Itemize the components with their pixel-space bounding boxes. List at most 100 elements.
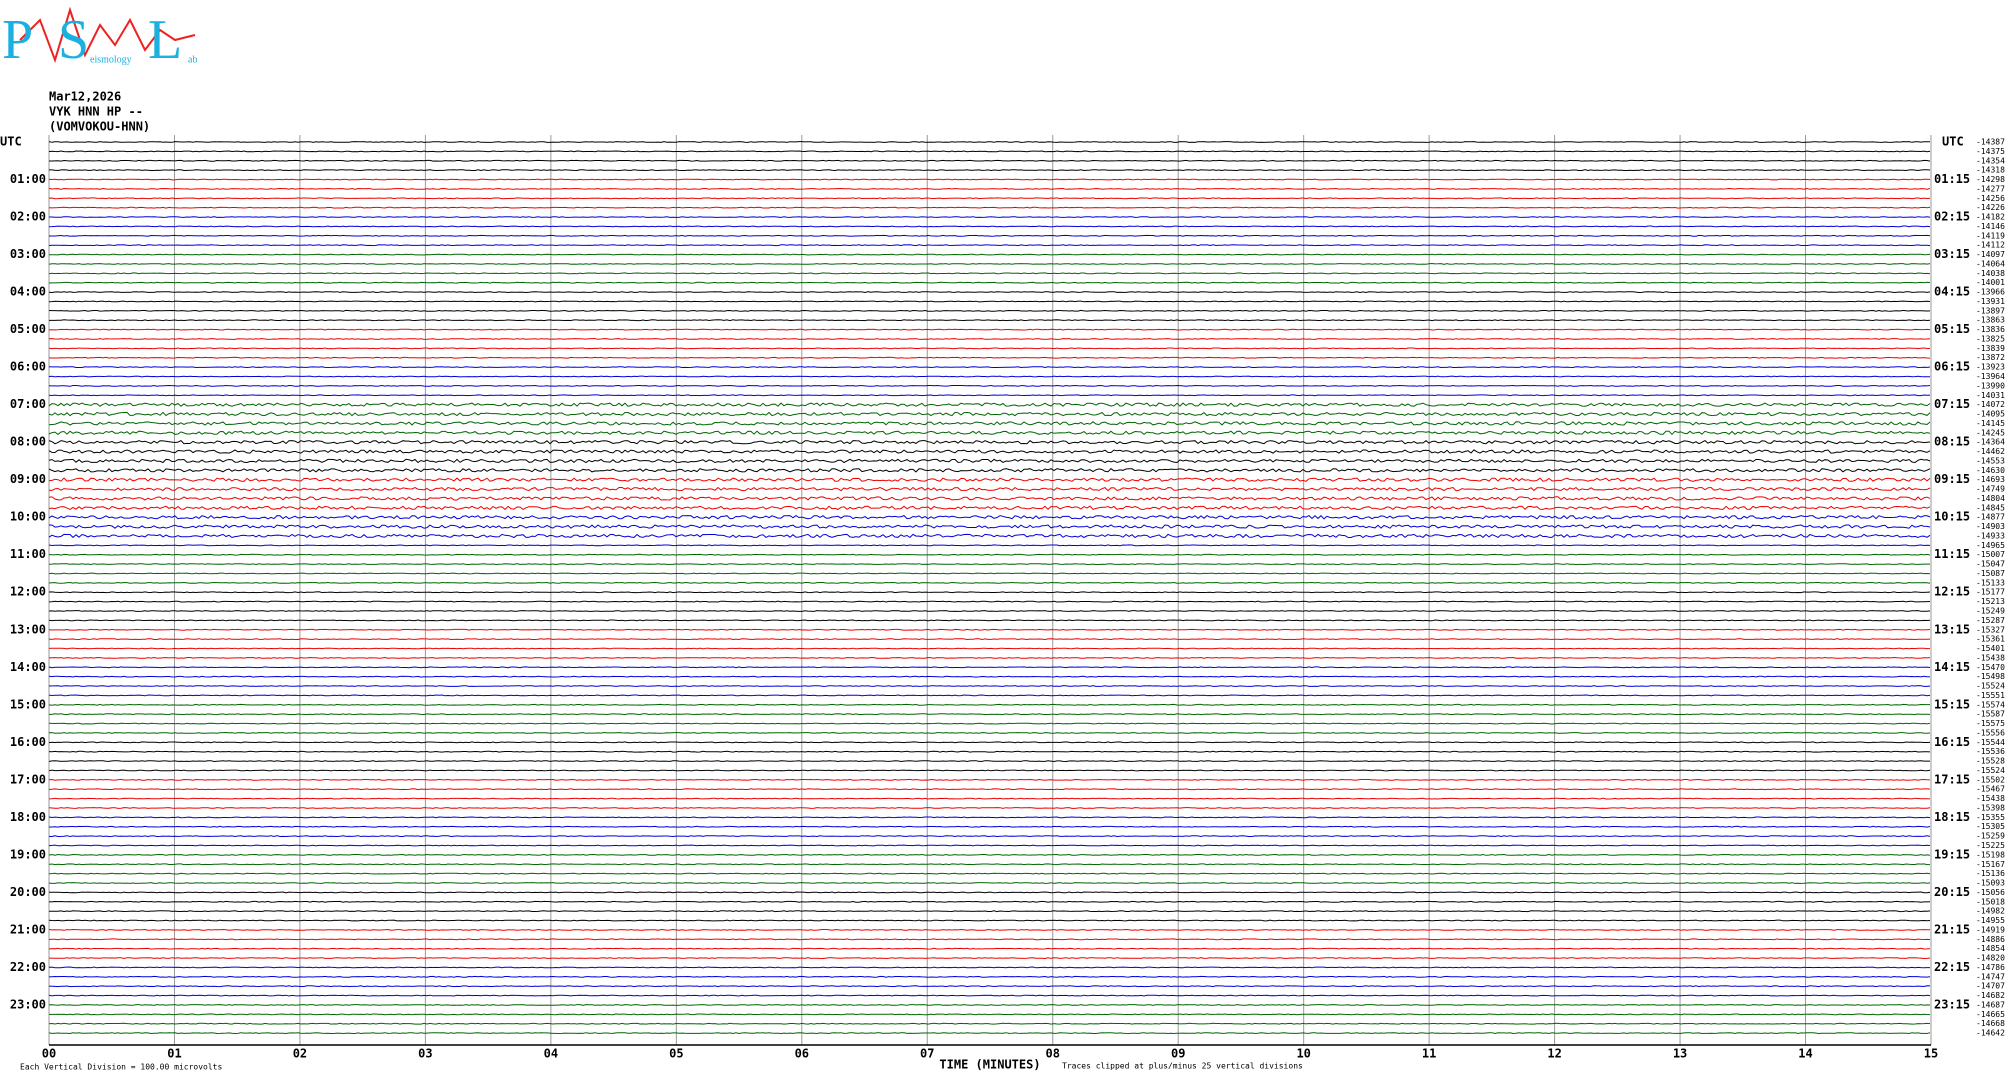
right-axis-title: UTC — [1942, 135, 1964, 149]
trace — [49, 253, 1931, 256]
trace — [48, 685, 1931, 687]
trace-offset: -15259 — [1976, 832, 2005, 841]
trace — [48, 666, 1931, 669]
trace-offset: -14820 — [1976, 954, 2005, 963]
trace — [48, 187, 1931, 190]
trace — [48, 281, 1931, 284]
left-hour-label: 08:00 — [10, 435, 46, 449]
trace-offset: -13836 — [1976, 325, 2005, 334]
trace — [49, 1013, 1931, 1016]
left-hour-label: 04:00 — [10, 285, 46, 299]
trace — [49, 486, 1931, 492]
trace-offset: -13863 — [1976, 316, 2005, 325]
trace — [48, 610, 1931, 612]
trace — [49, 169, 1931, 172]
x-tick-label: 06 — [795, 1047, 809, 1061]
right-hour-label: 10:15 — [1934, 510, 1970, 524]
trace-offset: -14277 — [1976, 184, 2005, 193]
trace-offset: -14354 — [1976, 156, 2005, 165]
trace — [48, 853, 1931, 856]
left-hour-label: 03:00 — [10, 247, 46, 261]
right-hour-label: 21:15 — [1934, 922, 1970, 936]
trace — [49, 957, 1931, 960]
trace — [48, 356, 1931, 359]
clip-note: Traces clipped at plus/minus 25 vertical… — [1062, 1062, 1303, 1071]
trace-offset: -15225 — [1976, 841, 2005, 850]
trace — [48, 638, 1931, 641]
x-tick-label: 04 — [544, 1047, 558, 1061]
trace — [48, 985, 1931, 988]
logo-text: ab — [188, 54, 197, 65]
trace-offset: -13897 — [1976, 306, 2005, 315]
trace — [48, 816, 1931, 819]
trace — [48, 591, 1931, 594]
left-hour-label: 20:00 — [10, 885, 46, 899]
trace-offset: -14642 — [1976, 1029, 2005, 1038]
trace-offset: -14786 — [1976, 963, 2005, 972]
trace — [48, 750, 1931, 753]
logo-wave — [19, 6, 196, 64]
trace-offset: -15502 — [1976, 775, 2005, 784]
left-hour-label: 21:00 — [10, 922, 46, 936]
left-axis-title: UTC — [0, 135, 22, 149]
trace-offset: -14630 — [1976, 466, 2005, 475]
trace-offset: -13964 — [1976, 372, 2005, 381]
trace — [48, 703, 1930, 706]
trace — [48, 694, 1931, 697]
trace-offset: -14146 — [1976, 222, 2005, 231]
right-hour-label: 14:15 — [1934, 660, 1970, 674]
left-hour-label: 10:00 — [10, 510, 46, 524]
trace — [48, 338, 1931, 340]
trace-offset: -14687 — [1976, 1000, 2005, 1009]
left-hour-label: 07:00 — [10, 397, 46, 411]
trace-offset: -15249 — [1976, 607, 2005, 616]
trace-offset: -14072 — [1976, 400, 2005, 409]
left-hour-label: 16:00 — [10, 735, 46, 749]
right-hour-label: 22:15 — [1934, 960, 1970, 974]
trace — [48, 731, 1931, 734]
left-hour-label: 11:00 — [10, 547, 46, 561]
trace — [48, 402, 1931, 407]
x-tick-label: 07 — [920, 1047, 934, 1061]
trace-offset: -14668 — [1976, 1019, 2005, 1028]
header-channel: VYK HNN HP -- — [49, 105, 143, 119]
trace-offset: -13872 — [1976, 353, 2005, 362]
trace-offset: -15398 — [1976, 803, 2005, 812]
trace-offset: -15467 — [1976, 785, 2005, 794]
left-hour-label: 18:00 — [10, 810, 46, 824]
trace-offset: -14112 — [1976, 241, 2005, 250]
trace — [49, 216, 1931, 218]
trace-offset: -15198 — [1976, 850, 2005, 859]
trace — [49, 319, 1931, 322]
trace-offset: -14854 — [1976, 944, 2005, 953]
x-tick-label: 02 — [293, 1047, 307, 1061]
trace-offset: -15524 — [1976, 766, 2005, 775]
trace — [48, 421, 1931, 426]
trace — [48, 1004, 1931, 1006]
trace — [48, 262, 1931, 265]
x-tick-label: 13 — [1673, 1047, 1687, 1061]
trace — [48, 928, 1931, 931]
trace — [49, 234, 1931, 237]
x-tick-label: 00 — [42, 1047, 56, 1061]
trace-offset: -15133 — [1976, 578, 2005, 587]
trace-offset: -14707 — [1976, 982, 2005, 991]
trace — [48, 553, 1931, 556]
trace — [48, 797, 1931, 800]
left-hour-label: 23:00 — [10, 997, 46, 1011]
logo-text: eismology — [90, 54, 132, 65]
left-hour-label: 19:00 — [10, 847, 46, 861]
trace-offset: -14245 — [1976, 428, 2005, 437]
trace — [48, 533, 1931, 539]
trace — [48, 394, 1931, 397]
trace — [49, 825, 1931, 828]
trace — [48, 272, 1931, 275]
trace — [48, 505, 1931, 511]
logo-letter: P — [2, 9, 33, 71]
trace — [48, 647, 1930, 650]
trace — [48, 309, 1931, 312]
trace-offset: -14364 — [1976, 438, 2005, 447]
trace — [48, 863, 1930, 866]
trace — [48, 788, 1931, 791]
